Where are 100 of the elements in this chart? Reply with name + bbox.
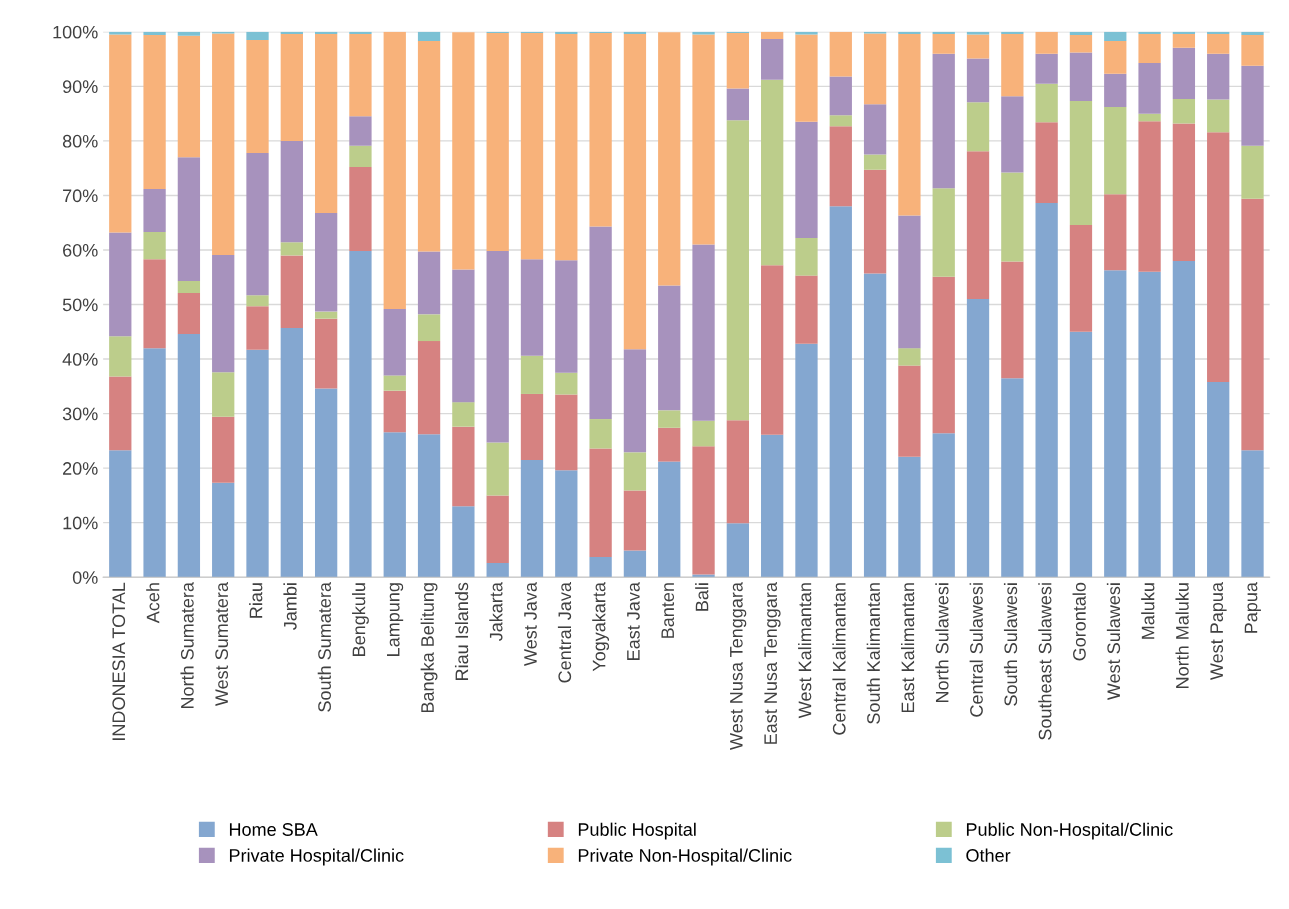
bar — [966, 151, 990, 300]
bar — [280, 327, 303, 578]
x-tick-label: Banten — [661, 583, 675, 638]
bar — [1069, 224, 1093, 332]
bar — [486, 442, 509, 496]
bar — [1069, 101, 1093, 225]
bar — [383, 308, 406, 376]
bar — [383, 31, 406, 309]
x-tick-label: Riau Islands — [454, 582, 469, 680]
x-tick-label: Bangka Belitung — [420, 583, 438, 713]
bar — [966, 31, 990, 35]
x-tick-label: Maluku — [1141, 583, 1155, 639]
bar — [623, 31, 647, 34]
bar — [555, 372, 578, 395]
bar — [1207, 31, 1230, 34]
bar — [1035, 203, 1058, 578]
bar — [1207, 34, 1230, 54]
x-tick-label: West Papua — [1210, 582, 1227, 681]
bar — [1069, 31, 1093, 36]
bar — [280, 31, 303, 34]
bar — [761, 265, 784, 435]
bar — [314, 31, 338, 34]
bar — [1138, 34, 1161, 63]
bar — [623, 349, 647, 453]
legend-label: Home SBA — [229, 823, 318, 836]
bar — [109, 450, 132, 578]
bar — [1172, 47, 1196, 99]
x-tick-label: Central Sulawesi — [969, 583, 983, 717]
bar — [520, 32, 544, 260]
x-tick-label: Bali — [695, 583, 709, 611]
legend-label: Other — [966, 848, 1011, 862]
bar — [932, 34, 955, 54]
bar — [246, 295, 269, 307]
bar — [246, 40, 269, 153]
bar — [1104, 31, 1127, 42]
bar — [829, 115, 852, 127]
x-tick-label: Bengkulu — [352, 583, 369, 656]
bar — [383, 390, 406, 433]
bar — [520, 355, 544, 394]
bar — [486, 32, 509, 252]
bar — [898, 348, 921, 366]
legend-label: Public Hospital — [578, 822, 696, 840]
bar — [863, 33, 887, 105]
bar — [212, 416, 235, 483]
bar — [761, 38, 784, 80]
bar — [1172, 31, 1196, 34]
bar — [829, 206, 852, 578]
bar — [109, 336, 132, 377]
bar — [349, 167, 372, 252]
bar — [898, 31, 921, 34]
bar — [349, 31, 372, 34]
bar — [246, 152, 269, 296]
x-tick-label: Yogyakarta — [592, 582, 610, 672]
bar — [452, 506, 475, 578]
bar — [726, 88, 750, 121]
y-tick-label: 100% — [53, 25, 98, 39]
bar — [555, 31, 578, 34]
bar — [692, 34, 715, 245]
y-tick-label: 50% — [62, 298, 98, 312]
bar — [1172, 34, 1196, 48]
bar — [1241, 31, 1264, 36]
x-tick-label: Lampung — [387, 583, 404, 656]
bar — [1035, 31, 1058, 54]
x-tick-label: West Nusa Tenggara — [730, 582, 747, 750]
bar — [314, 318, 338, 389]
bar — [1104, 41, 1127, 74]
bar — [143, 35, 166, 189]
bar — [486, 495, 509, 564]
bar — [177, 35, 201, 158]
bar — [623, 452, 647, 491]
bar — [589, 226, 612, 420]
bar — [417, 251, 441, 315]
bar — [143, 259, 166, 349]
bar — [795, 31, 818, 35]
bar — [177, 293, 201, 334]
bar — [486, 563, 509, 578]
bar — [726, 32, 750, 89]
bar — [589, 448, 612, 558]
bar — [246, 306, 269, 350]
bar — [143, 188, 166, 232]
x-tick-label: Central Kalimantan — [832, 583, 846, 735]
bar — [898, 456, 921, 578]
x-tick-label: South Kalimantan — [866, 583, 880, 724]
bar — [589, 419, 612, 449]
bar — [829, 126, 852, 207]
legend-label: Private Non-Hospital/Clinic — [578, 848, 792, 866]
bar — [726, 120, 750, 421]
x-tick-label: North Sumatera — [180, 582, 194, 709]
bar — [1207, 381, 1230, 578]
bar — [623, 34, 647, 350]
bar — [1207, 99, 1230, 133]
bar — [212, 372, 235, 417]
bar — [1104, 270, 1127, 578]
bar — [1138, 121, 1161, 272]
bar — [1241, 198, 1264, 451]
y-tick-label: 10% — [63, 516, 98, 530]
bar — [109, 31, 132, 35]
bar — [1069, 35, 1093, 53]
bar — [623, 490, 647, 551]
bar — [143, 231, 166, 260]
